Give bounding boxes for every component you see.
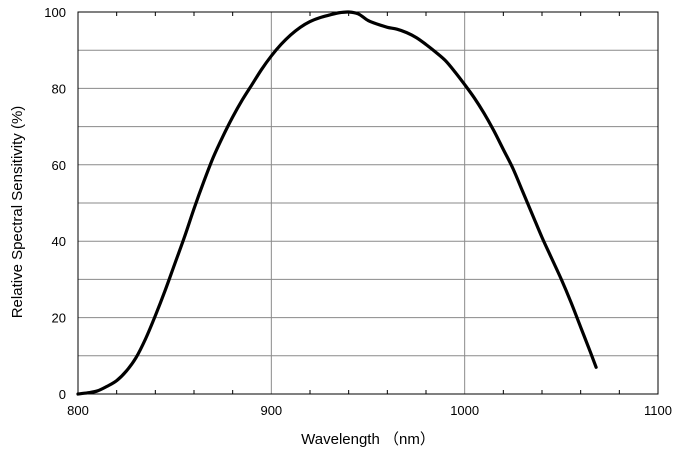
x-tick-label: 1000 [450,403,479,418]
x-tick-label: 800 [67,403,89,418]
y-tick-label: 0 [59,387,66,402]
y-tick-label: 20 [52,311,66,326]
y-tick-label: 40 [52,234,66,249]
series-layer [76,10,598,396]
y-tick-label: 60 [52,158,66,173]
x-axis-title: Wavelength （nm） [301,431,435,448]
y-tick-label: 80 [52,81,66,96]
y-tick-label: 100 [44,5,66,20]
x-tick-label: 1100 [644,403,672,418]
plot-frame [77,11,659,395]
x-tick-label: 900 [260,403,282,418]
y-tick-labels: 0 20 40 60 80 100 [44,5,66,402]
x-tick-labels: 800 900 1000 1100 [67,403,672,418]
grid-lines [78,12,658,394]
sensitivity-curve [76,10,598,396]
y-axis-title: Relative Spectral Sensitivity (%) [9,106,26,319]
